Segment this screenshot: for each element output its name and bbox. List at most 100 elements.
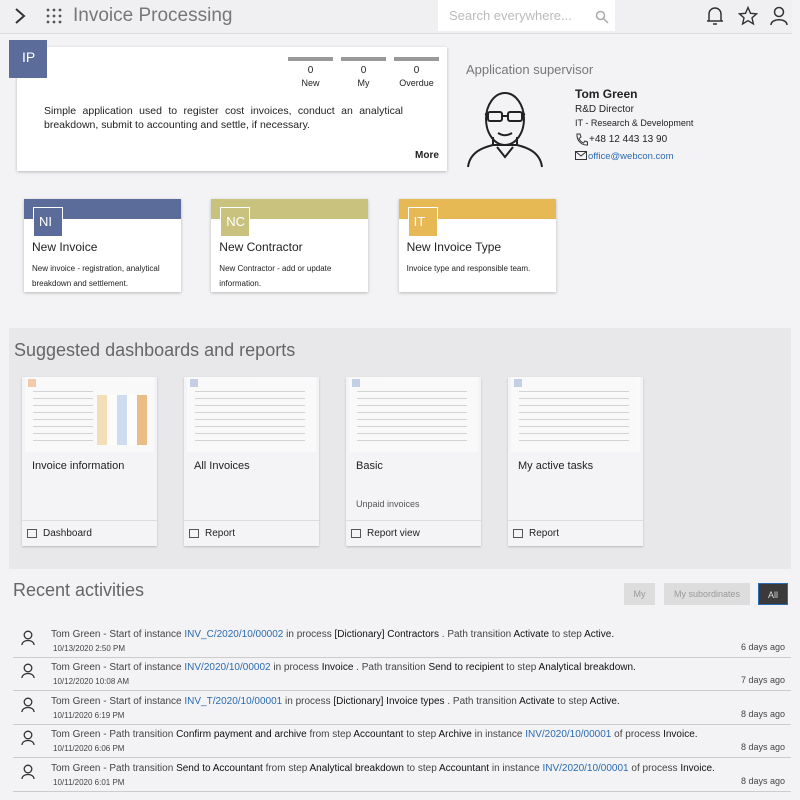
expand-icon[interactable] — [10, 6, 30, 26]
activity-em: Invoice. — [663, 729, 698, 741]
thumb-row — [195, 433, 305, 434]
tile-title: New Invoice Type — [406, 240, 502, 254]
card-divider — [22, 520, 157, 521]
app-description: Simple application used to register cost… — [44, 105, 403, 131]
dashboard-card[interactable]: Invoice information Dashboard — [22, 377, 157, 546]
start-tile[interactable]: NI New Invoice New invoice - registration,… — [24, 199, 181, 292]
activity-user-icon — [21, 630, 35, 651]
thumb-row — [195, 419, 305, 420]
filter-button[interactable]: My — [624, 583, 655, 605]
activity-plain: Tom Green - Start of instance — [51, 662, 185, 674]
notifications-icon[interactable] — [706, 6, 724, 26]
activity-ago: 8 days ago — [740, 742, 785, 753]
dashboard-card[interactable]: All Invoices Report — [184, 377, 319, 546]
activity-em: Active. — [589, 695, 620, 707]
activity-user-icon — [21, 730, 35, 751]
activity-plain: to step — [403, 762, 440, 774]
thumb-row — [195, 440, 305, 441]
activity-date: 10/11/2020 6:01 PM — [53, 777, 125, 787]
favorites-icon[interactable] — [738, 6, 758, 26]
activity-plain: of process — [628, 762, 681, 774]
thumb-row — [519, 426, 629, 427]
dashboard-card[interactable]: Basic Unpaid invoices Report view — [346, 377, 481, 546]
thumb-row — [195, 426, 305, 427]
supervisor-role: R&D Director — [575, 104, 634, 115]
activity-row: Tom Green - Start of instance INV_T/2020… — [13, 691, 791, 725]
activity-plain: Tom Green - Start of instance — [51, 695, 185, 707]
start-tile[interactable]: IT New Invoice Type Invoice type and respo… — [398, 199, 556, 292]
tile-band — [211, 199, 369, 219]
thumb-row — [519, 405, 629, 406]
tile-description: New invoice - registration, analytical b… — [32, 264, 160, 288]
activity-date: 10/12/2020 10:08 AM — [53, 677, 130, 687]
thumbnail — [349, 377, 478, 452]
dashboard-title: All Invoices — [194, 460, 250, 472]
activity-link[interactable]: INV/2020/10/00001 — [525, 729, 612, 741]
activity-em: Accountant — [353, 729, 404, 741]
counter-bar[interactable] — [288, 57, 333, 61]
activity-em: Activate — [513, 629, 550, 640]
activity-ago: 7 days ago — [740, 675, 785, 686]
user-glyph — [21, 663, 35, 679]
activity-link[interactable]: INV/2020/10/00001 — [542, 762, 629, 774]
thumb-row — [519, 398, 629, 399]
supervisor-name: Tom Green — [575, 87, 638, 101]
tile-initials: NC — [220, 207, 251, 237]
supervisor-email[interactable]: office@webcon.com — [588, 151, 674, 162]
app-initials: IP — [9, 40, 47, 78]
activity-link[interactable]: INV_T/2020/10/00001 — [184, 695, 283, 707]
supervisor-heading: Application supervisor — [466, 62, 594, 77]
user-icon[interactable] — [769, 6, 789, 26]
activity-link[interactable]: INV_C/2020/10/00002 — [184, 629, 284, 640]
filter-button[interactable]: My subordinates — [664, 583, 750, 605]
thumb-row — [519, 419, 629, 420]
thumb-row — [357, 398, 467, 399]
activity-plain: . Path transition — [444, 695, 520, 707]
activity-plain: to step — [403, 729, 439, 741]
filter-button[interactable]: All — [758, 583, 788, 605]
tile-band — [398, 199, 556, 219]
activity-em: Accountant — [439, 762, 490, 774]
apps-icon[interactable] — [46, 8, 62, 24]
avatar-drawing — [467, 92, 543, 168]
activity-plain: in process — [270, 662, 322, 674]
activity-user-icon — [21, 764, 35, 785]
activity-date: 10/11/2020 6:06 PM — [53, 744, 125, 754]
user-glyph — [21, 730, 35, 746]
search-box[interactable]: Search everywhere... — [438, 0, 615, 31]
thumb-row — [195, 391, 305, 392]
thumb-row — [519, 391, 629, 392]
card-divider — [346, 520, 481, 521]
dashboard-title: My active tasks — [518, 460, 594, 472]
dashboard-footer: Report — [529, 528, 560, 539]
more-link[interactable]: More — [415, 150, 439, 161]
dashboard-card[interactable]: My active tasks Report — [508, 377, 643, 546]
thumb-row — [357, 433, 467, 434]
counter-bar[interactable] — [394, 57, 439, 61]
search-placeholder: Search everywhere... — [449, 8, 572, 23]
activity-em: Invoice. — [680, 762, 715, 774]
dashboard-footer: Report view — [367, 528, 420, 539]
activity-plain: to step — [554, 695, 590, 707]
thumb-row — [33, 433, 93, 434]
card-divider — [184, 520, 319, 521]
tile-description: Invoice type and responsible team. — [406, 264, 531, 273]
counter-label: My — [357, 78, 370, 88]
start-tile[interactable]: NC New Contractor New Contractor - add or … — [211, 199, 369, 292]
thumb-row — [519, 433, 629, 434]
counter-value: 0 — [360, 65, 367, 76]
activity-em: Send to recipient — [428, 662, 504, 674]
activity-em: Archive — [438, 729, 472, 741]
thumb-row — [357, 405, 467, 406]
app-card: 0 New 0 My 0 Overdue Simple application used t… — [17, 47, 447, 171]
activity-link[interactable]: INV/2020/10/00002 — [184, 662, 271, 674]
counter-bar[interactable] — [341, 57, 386, 61]
dashboard-title: Invoice information — [32, 460, 125, 472]
activity-date: 10/11/2020 6:19 PM — [53, 710, 125, 720]
activity-plain: from step — [262, 762, 310, 774]
tile-description: New Contractor - add or update informati… — [219, 264, 332, 288]
user-glyph — [21, 630, 35, 646]
dashboard-title: Basic — [356, 460, 383, 472]
thumb-row — [357, 426, 467, 427]
thumb-icon — [352, 379, 360, 387]
